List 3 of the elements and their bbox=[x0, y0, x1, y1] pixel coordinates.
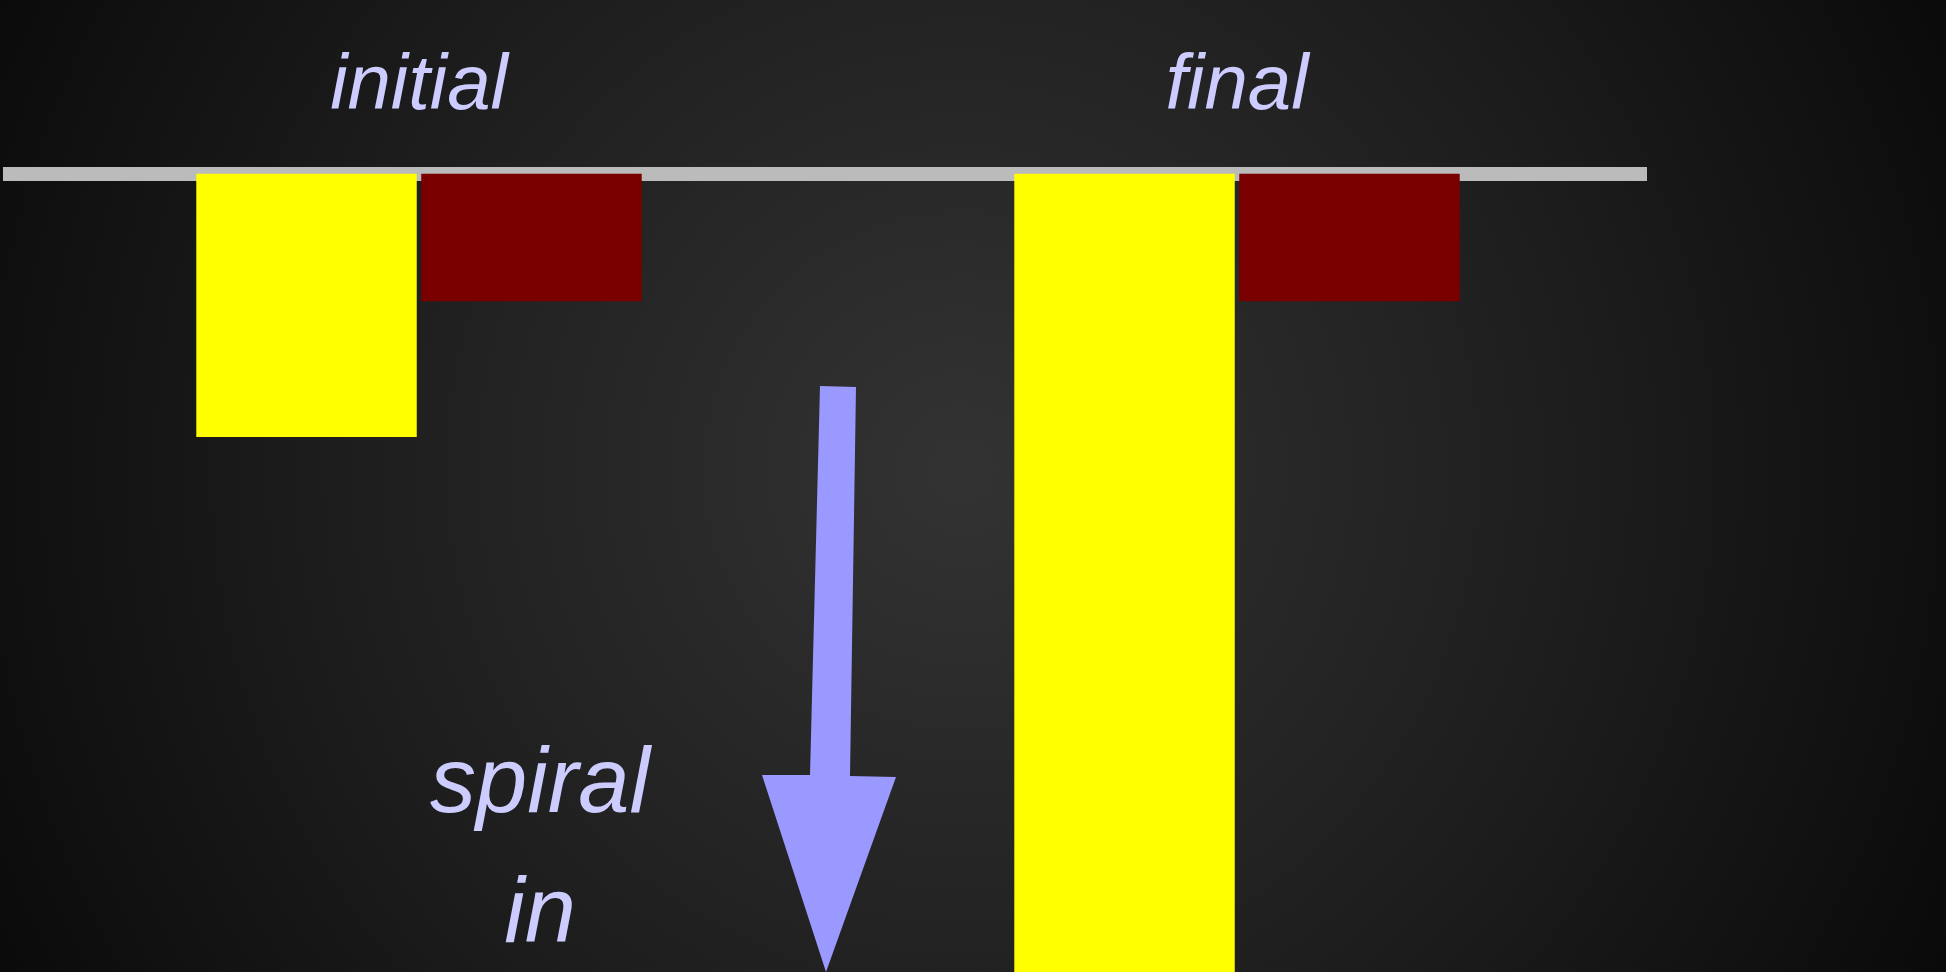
annotation: spiral in bbox=[429, 728, 653, 963]
x-tick-label: final bbox=[1165, 37, 1312, 126]
x-tick-label: initial bbox=[330, 37, 511, 126]
